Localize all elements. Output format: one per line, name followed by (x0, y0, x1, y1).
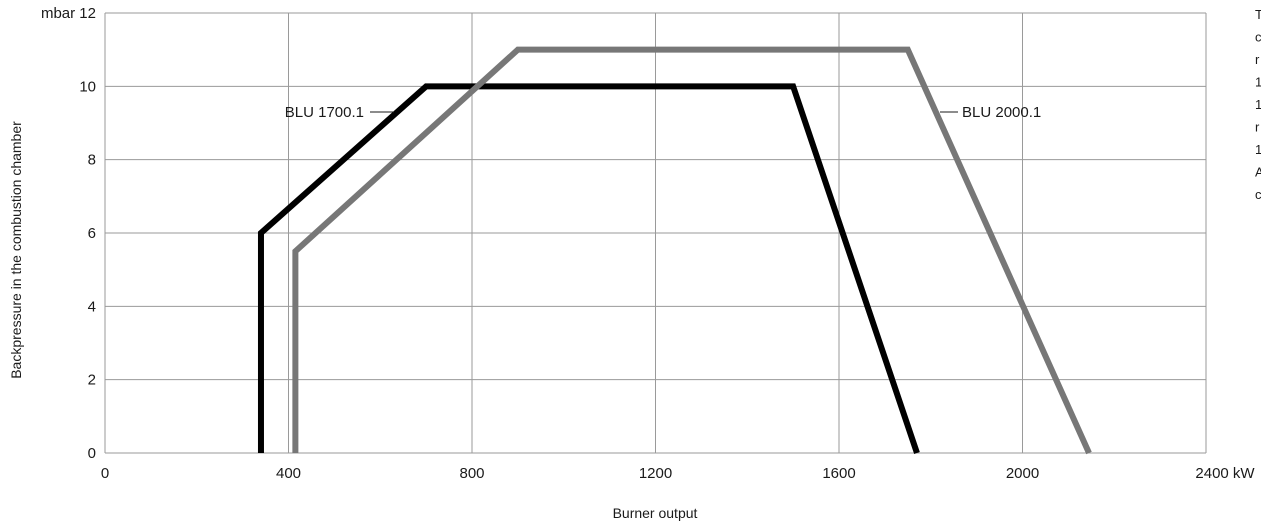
series-line (292, 46, 1092, 455)
x-tick-label: 0 (101, 465, 109, 482)
y-tick-label: 6 (88, 225, 96, 242)
grid (104, 12, 1207, 454)
series-line (257, 83, 920, 454)
x-tick-label: 2000 (1006, 465, 1039, 482)
labels: 0 400 800 1200 1600 2000 2400 kW 0 2 4 6 8 10 mbar 12… (41, 5, 1261, 482)
y-tick-label: mbar 12 (41, 5, 96, 22)
margin-text-fragment: A (1255, 165, 1261, 180)
series-label: BLU 2000.1 (962, 104, 1041, 121)
y-tick-label: 0 (88, 445, 96, 462)
margin-text-fragment: r (1255, 120, 1260, 135)
y-axis-title: Backpressure in the combustion chamber (8, 121, 24, 379)
y-tick-label: 8 (88, 152, 96, 169)
x-tick-label: 1600 (822, 465, 855, 482)
margin-text-fragment: c (1255, 187, 1261, 202)
x-tick-label: 400 (276, 465, 301, 482)
margin-text-fragment: 1 (1255, 142, 1261, 157)
margin-text-fragment: r (1255, 52, 1260, 67)
x-tick-label: 800 (459, 465, 484, 482)
y-tick-label: 2 (88, 372, 96, 389)
x-tick-label: 1200 (639, 465, 672, 482)
series-lines (257, 46, 1092, 455)
margin-text-fragment: c (1255, 30, 1261, 45)
y-tick-label: 10 (79, 78, 96, 95)
margin-text-fragment: T (1255, 7, 1261, 22)
margin-text-fragment: 1 (1255, 75, 1261, 90)
x-tick-label: 2400 kW (1195, 465, 1255, 482)
margin-text-fragment: 1 (1255, 97, 1261, 112)
series-label: BLU 1700.1 (285, 104, 364, 121)
y-tick-label: 4 (88, 298, 96, 315)
x-axis-title: Burner output (613, 505, 698, 521)
